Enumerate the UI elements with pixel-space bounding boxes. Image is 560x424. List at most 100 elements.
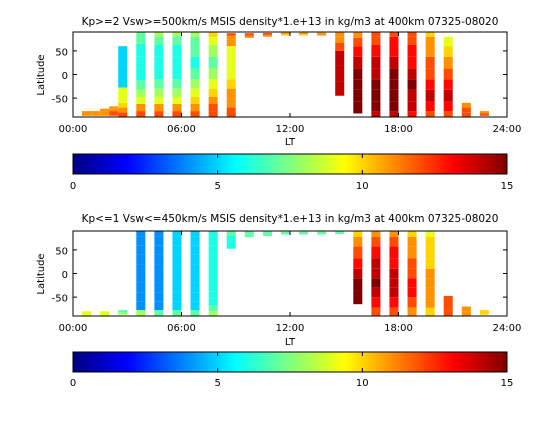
panel-1-heatmap-cell — [317, 34, 327, 36]
panel-1-ytick-label: 50 — [55, 47, 68, 58]
panel-2-heatmap-cell — [407, 278, 417, 288]
panel-2-heatmap-cell — [371, 307, 381, 316]
panel-2-heatmap-cell — [389, 307, 399, 316]
panel-1-heatmap-cell — [208, 79, 218, 89]
panel-2-heatmap-cell — [100, 311, 110, 316]
panel-1-xtick-label: 12:00 — [276, 124, 305, 135]
panel-2-heatmap-cell — [208, 282, 218, 292]
panel-1-heatmap-cell — [172, 79, 182, 89]
panel-1-heatmap-cell — [136, 89, 146, 97]
panel-1-heatmap-cell — [280, 34, 290, 36]
panel-2-heatmap-cell — [371, 258, 381, 269]
panel-2-ticks — [72, 231, 508, 316]
panel-1-heatmap-cell — [109, 108, 119, 112]
panel-1-heatmap-cell — [335, 36, 345, 43]
panel-2-heatmap-cell — [172, 254, 182, 265]
panel-2-heatmap-cell — [172, 310, 182, 316]
panel-2-heatmap-cell — [407, 287, 417, 298]
panel-1-heatmap-cell — [154, 104, 164, 112]
panel-2-heatmap-cell — [136, 245, 146, 255]
panel-2-heatmap-cell — [226, 235, 236, 242]
panel-2-heatmap-cell — [208, 291, 218, 299]
panel-1-heatmap-cell — [154, 96, 164, 105]
panel-1-heatmap-cell — [190, 36, 200, 45]
panel-2-heatmap-cell — [154, 254, 164, 265]
panel-1-heatmap-cell — [190, 88, 200, 97]
panel-1-heatmap-cell — [190, 96, 200, 105]
panel-1-heatmap-cell — [226, 46, 236, 57]
panel-2-heatmap-cell — [425, 258, 435, 269]
panel-2-title: Kp<=1 Vsw<=450km/s MSIS density*1.e+13 i… — [82, 213, 499, 225]
panel-2-heatmap-cell — [371, 278, 381, 288]
panel-1-heatmap-cell — [100, 113, 110, 116]
panel-2-heatmap-cell — [353, 268, 363, 279]
panel-2-heatmap-cell — [154, 292, 164, 302]
panel-1-heatmap-cell — [118, 87, 128, 103]
panel-2-heatmap-cell — [136, 301, 146, 311]
panel-2-heatmap-cell — [389, 231, 399, 237]
panel-2-ytick-label: 50 — [55, 246, 68, 257]
panel-1-heatmap-cell — [353, 32, 363, 38]
panel-1-heatmap-cell — [425, 56, 435, 69]
panel-1-heatmap-cell — [407, 111, 417, 117]
panel-1-heatmap-cell — [82, 111, 92, 114]
panel-2-heatmap-cell — [299, 233, 309, 235]
panel-1-heatmap-cell — [190, 111, 200, 117]
panel-2-heatmap-cell — [353, 258, 363, 269]
panel-2-heatmap-cell — [299, 231, 309, 234]
panel-1-heatmap-cell — [208, 36, 218, 45]
panel-1-heatmap-cell — [172, 96, 182, 105]
panel-1-heatmap-cell — [136, 96, 146, 105]
panel-1: Kp>=2 Vsw>=500km/s MSIS density*1.e+13 i… — [36, 16, 521, 148]
panel-1-heatmap-cell — [443, 79, 453, 90]
panel-1-heatmap-cell — [443, 101, 453, 112]
panel-1-heatmap-cell — [389, 36, 399, 45]
panel-2-heatmap-cell — [389, 246, 399, 259]
panel-1-xtick-label: 24:00 — [493, 124, 522, 135]
panel-2-heatmap-cell — [190, 310, 200, 316]
panel-1-heatmap-cell — [190, 56, 200, 69]
panel-1-heatmap-cell — [208, 68, 218, 80]
panel-2-heatmap-cell — [82, 311, 92, 316]
colorbar-1: 0 5 10 15 — [70, 153, 514, 192]
panel-2-heatmap-cell — [335, 231, 345, 233]
panel-1-heatmap-cell — [371, 111, 381, 117]
panel-1-heatmap-cell — [353, 56, 363, 69]
panel-1-title: Kp>=2 Vsw>=500km/s MSIS density*1.e+13 i… — [82, 16, 499, 28]
panel-1-heatmap-cell — [299, 32, 309, 35]
panel-2-heatmap-cell — [407, 236, 417, 247]
panel-2-heatmap-cell — [136, 236, 146, 246]
panel-2-xtick-label: 12:00 — [276, 323, 305, 334]
panel-1-heatmap-cell — [371, 56, 381, 69]
panel-1-heatmap-cell — [190, 44, 200, 57]
panel-2-heatmap-cell — [244, 234, 254, 238]
panel-2-xtick-label: 18:00 — [384, 323, 413, 334]
panel-1-heatmap-cell — [208, 104, 218, 112]
panel-1-heatmap-cell — [190, 104, 200, 112]
panel-2-xtick-label: 24:00 — [493, 323, 522, 334]
panel-2-heatmap-cell — [208, 273, 218, 283]
panel-1-heatmap-cell — [443, 36, 453, 47]
panel-1-heatmap-cell — [353, 37, 363, 47]
panel-2-heatmap-cell — [371, 287, 381, 298]
panel-1-heatmap-cell — [371, 68, 381, 80]
colorbar-1-tick-label: 15 — [501, 181, 514, 192]
panel-1-heatmap-cell — [172, 44, 182, 57]
panel-2-heatmap-cell — [172, 236, 182, 246]
panel-2-heatmap-cell — [317, 231, 327, 234]
panel-1-heatmap-cell — [280, 32, 290, 35]
panel-2-heatmap-cell — [136, 273, 146, 283]
colorbar-1-ticks — [72, 154, 508, 174]
panel-1-heatmap-cell — [154, 44, 164, 57]
panel-2-ylabel: Latitude — [36, 253, 47, 294]
panel-2-heatmap-cell — [136, 292, 146, 302]
panel-2-heatmap-cell — [479, 310, 489, 313]
panel-1-heatmap-cell — [154, 111, 164, 117]
colorbar-1-gradient — [73, 154, 507, 174]
panel-2-heatmap-cell — [262, 231, 272, 234]
panel-2-heatmap-cell — [172, 245, 182, 255]
panel-2-ytick-label: -50 — [52, 294, 68, 305]
panel-2-heatmap-cell — [226, 231, 236, 236]
panel-1-heatmap-cell — [353, 101, 363, 114]
